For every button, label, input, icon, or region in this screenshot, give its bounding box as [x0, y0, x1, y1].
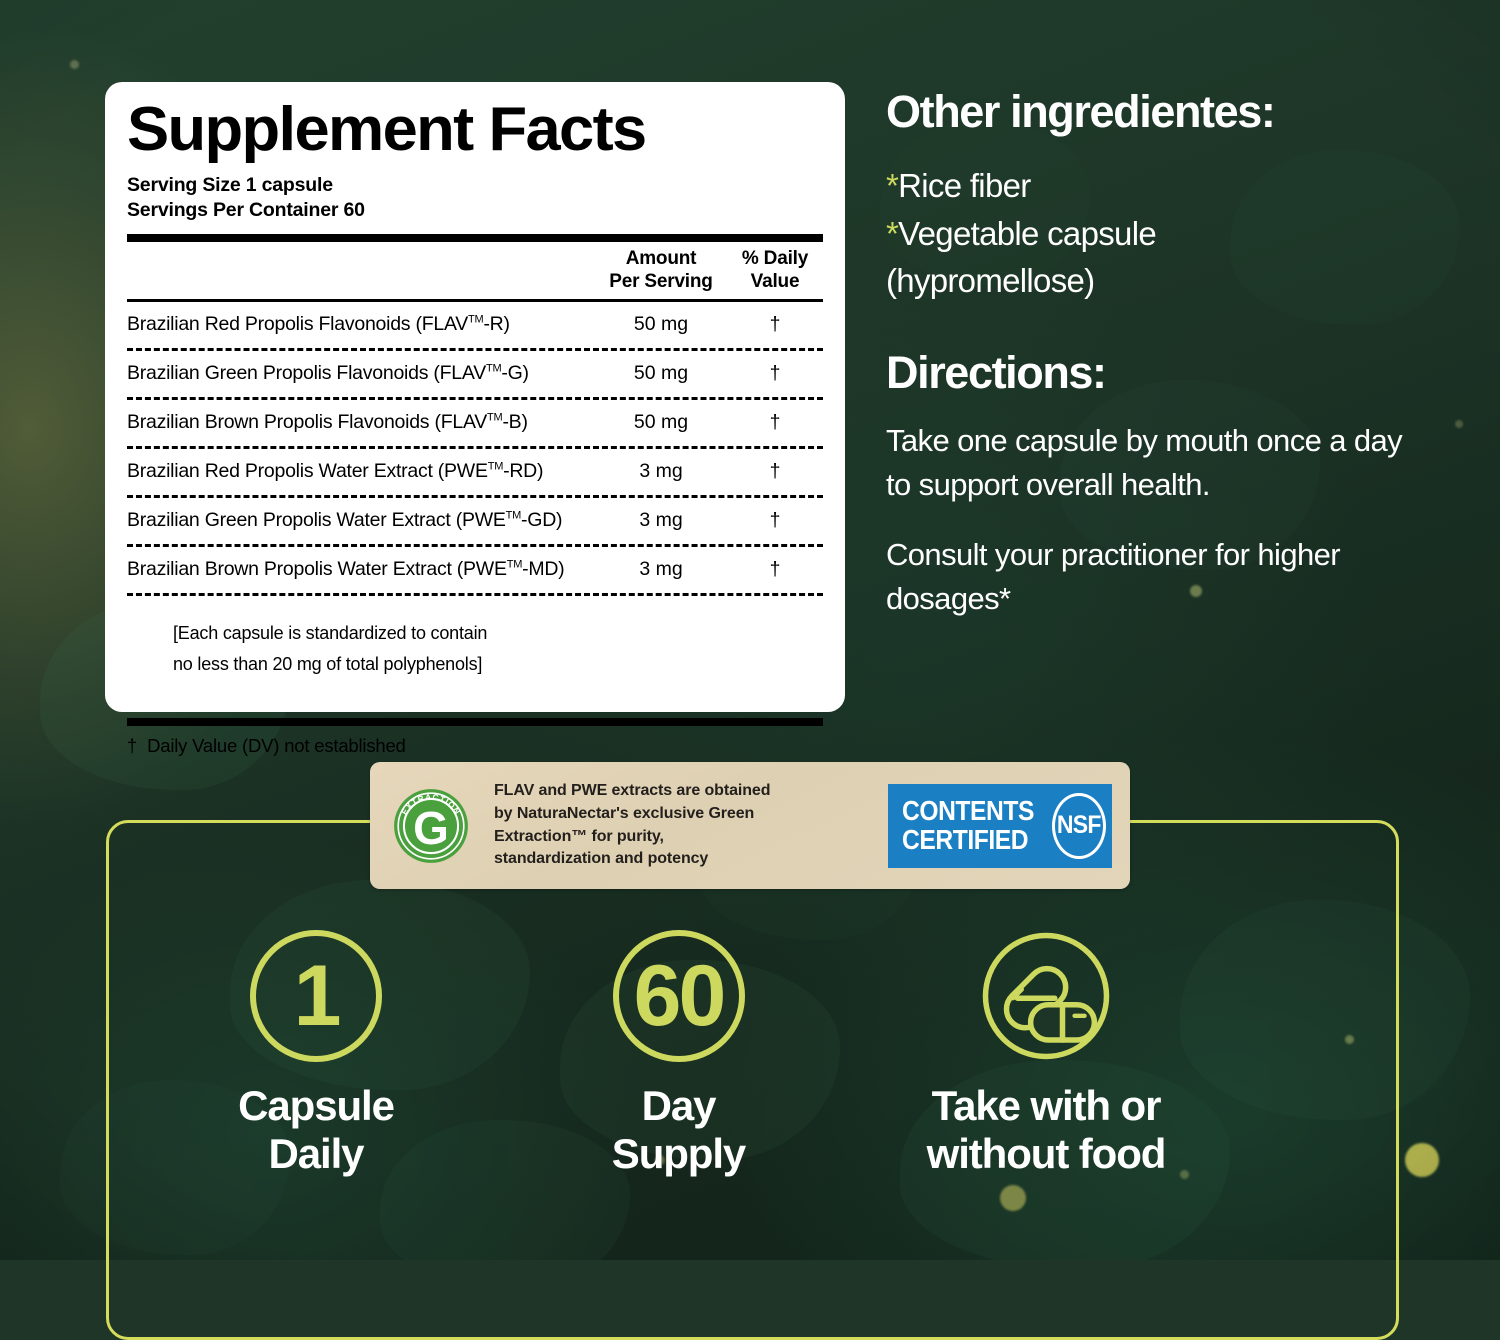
other-ingredient-label-1: Rice fiber	[898, 166, 1031, 204]
supplement-facts-title: Supplement Facts	[127, 95, 647, 164]
ingredient-amount: 50 mg	[633, 362, 689, 385]
table-header-row: Amount Per Serving % Daily Value	[127, 242, 823, 299]
banner-description: FLAV and PWE extracts are obtained by Na…	[494, 782, 771, 868]
ingredient-daily-value: †	[769, 558, 781, 581]
other-ingredient-item-2: *Vegetable capsule	[886, 210, 1426, 258]
feature-caption-2: Day Supply	[611, 1082, 747, 1177]
asterisk-icon: *	[999, 580, 1011, 616]
feature-caption-1: Capsule Daily	[238, 1082, 395, 1177]
footnote-text: Daily Value (DV) not established	[147, 734, 406, 756]
column-header-amount: Amount Per Serving	[609, 248, 713, 292]
supplement-facts-table-body: Brazilian Red Propolis Flavonoids (FLAVT…	[127, 302, 823, 596]
table-row: Brazilian Green Propolis Water Extract (…	[127, 498, 823, 544]
dagger-symbol: †	[127, 734, 138, 756]
table-row: Brazilian Red Propolis Water Extract (PW…	[127, 449, 823, 495]
svg-text:G: G	[413, 802, 449, 854]
divider-dashed	[127, 347, 823, 351]
capsule-pills-circle-icon	[980, 930, 1112, 1062]
ingredient-amount: 50 mg	[633, 313, 689, 336]
ingredient-daily-value: †	[769, 411, 781, 434]
ingredient-daily-value: †	[769, 362, 781, 385]
ingredient-name: Brazilian Brown Propolis Flavonoids (FLA…	[127, 411, 528, 434]
feature-capsule-daily: 1 Capsule Daily	[106, 930, 526, 1178]
divider-thick-bottom	[127, 717, 823, 726]
standardization-note: [Each capsule is standardized to contain…	[173, 622, 488, 675]
divider-dashed	[127, 396, 823, 400]
other-ingredients-heading: Other ingredientes:	[886, 86, 1276, 137]
feature-day-supply: 60 Day Supply	[526, 930, 831, 1178]
table-row: Brazilian Brown Propolis Flavonoids (FLA…	[127, 400, 823, 446]
asterisk-icon: *	[886, 166, 899, 204]
ingredient-name: Brazilian Brown Propolis Water Extract (…	[127, 558, 565, 581]
certification-banner: EXTRACTION G FLAV and PWE extracts are o…	[370, 762, 1130, 889]
directions-heading: Directions:	[886, 347, 1107, 399]
feature-caption-3: Take with or without food	[926, 1082, 1167, 1177]
ingredient-daily-value: †	[769, 509, 781, 532]
directions-consult-text: Consult your practitioner for higher dos…	[886, 536, 1341, 616]
serving-size: Serving Size 1 capsule	[127, 173, 333, 196]
ingredient-name: Brazilian Green Propolis Flavonoids (FLA…	[127, 362, 529, 385]
nsf-mark-icon: NSF	[1052, 792, 1106, 859]
ingredient-daily-value: †	[769, 460, 781, 483]
other-ingredient-label-2: Vegetable capsule	[898, 214, 1157, 252]
serving-info: Serving Size 1 capsule Servings Per Cont…	[127, 173, 823, 224]
right-info-column: Other ingredientes: *Rice fiber *Vegetab…	[886, 88, 1426, 621]
divider-dashed	[127, 543, 823, 547]
feature-with-or-without-food: Take with or without food	[831, 930, 1261, 1178]
green-extraction-logo-icon: EXTRACTION G	[390, 785, 472, 867]
divider-dashed	[127, 445, 823, 449]
other-ingredient-item-1: *Rice fiber	[886, 162, 1426, 210]
table-row: Brazilian Brown Propolis Water Extract (…	[127, 547, 823, 593]
ingredient-amount: 3 mg	[639, 558, 683, 581]
nsf-badge-text: CONTENTS CERTIFIED	[902, 794, 1034, 855]
supplement-facts-panel: Supplement Facts Serving Size 1 capsule …	[105, 82, 845, 756]
asterisk-icon: *	[886, 214, 899, 252]
number-60-circle-icon: 60	[612, 930, 745, 1062]
ingredient-amount: 3 mg	[639, 509, 683, 532]
feature-highlights-row: 1 Capsule Daily 60 Day Supply Take w	[106, 930, 1399, 1178]
servings-per-container: Servings Per Container 60	[127, 199, 365, 222]
daily-value-footnote: † Daily Value (DV) not established	[127, 726, 823, 757]
directions-paragraph-1: Take one capsule by mouth once a day to …	[886, 422, 1403, 502]
ingredient-daily-value: †	[769, 313, 781, 336]
ingredient-name: Brazilian Green Propolis Water Extract (…	[127, 509, 563, 532]
divider-dashed	[127, 592, 823, 596]
divider-thin-header	[127, 299, 823, 302]
nsf-contents-certified-badge: CONTENTS CERTIFIED NSF	[888, 783, 1112, 868]
ingredient-amount: 3 mg	[639, 460, 683, 483]
divider-thick-top	[127, 234, 823, 243]
ingredient-name: Brazilian Red Propolis Flavonoids (FLAVT…	[127, 313, 510, 336]
table-row: Brazilian Green Propolis Flavonoids (FLA…	[127, 351, 823, 397]
table-row: Brazilian Red Propolis Flavonoids (FLAVT…	[127, 302, 823, 348]
number-1-circle-icon: 1	[250, 930, 382, 1062]
ingredient-amount: 50 mg	[633, 411, 689, 434]
divider-dashed	[127, 494, 823, 498]
ingredient-name: Brazilian Red Propolis Water Extract (PW…	[127, 460, 544, 483]
other-ingredient-subtext: (hypromellose)	[886, 262, 1095, 300]
column-header-daily-value: % Daily Value	[741, 248, 809, 292]
directions-paragraph-2: Consult your practitioner for higher dos…	[886, 533, 1426, 621]
